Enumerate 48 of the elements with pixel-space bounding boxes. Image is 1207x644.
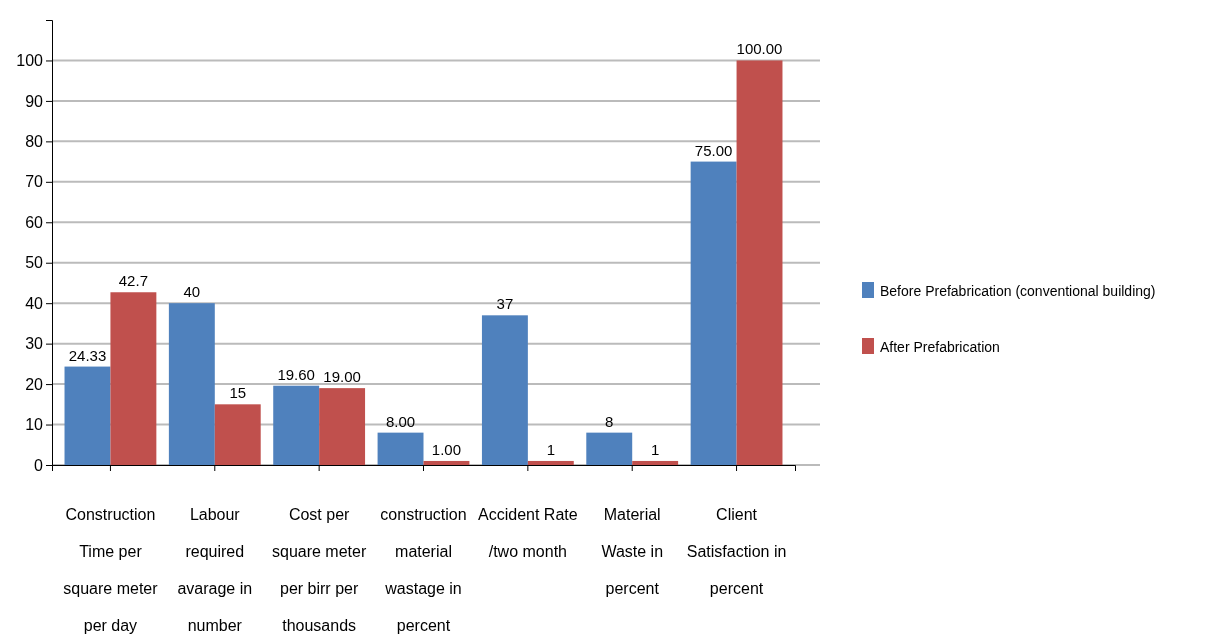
bar (736, 60, 783, 465)
data-label: 42.7 (118, 272, 148, 290)
category-label: Client Satisfaction in percent (686, 506, 787, 597)
category-label: Construction Time per square meter per day (63, 506, 158, 634)
data-label: 100.00 (736, 40, 783, 58)
data-label: 8.00 (385, 412, 416, 430)
category-label: Labour required avarage in number (177, 506, 253, 634)
data-label: 19.60 (277, 365, 315, 383)
category-label: Accident Rate /two month (478, 506, 578, 560)
data-label: 75.00 (694, 141, 733, 159)
y-tick-label: 40 (25, 294, 44, 312)
category-label: construction material wastage in percent (380, 506, 467, 634)
y-tick-label: 10 (25, 416, 44, 434)
bar (481, 315, 528, 465)
bar (319, 388, 366, 465)
data-label: 15 (229, 384, 247, 402)
y-tick-label: 20 (25, 375, 44, 393)
bar (377, 432, 424, 465)
bar (168, 303, 215, 465)
bar (64, 366, 111, 465)
y-tick-label: 50 (25, 254, 44, 272)
data-label: 1.00 (431, 440, 462, 458)
y-tick-label: 80 (25, 132, 44, 150)
y-tick-label: 60 (25, 213, 44, 231)
bar (423, 460, 470, 465)
bar (527, 460, 574, 465)
data-label: 40 (183, 283, 201, 301)
data-label: 19.00 (323, 368, 361, 386)
bar (214, 404, 261, 465)
y-tick-label: 0 (34, 456, 44, 474)
bar (632, 460, 679, 465)
category-label: Material Waste in percent (601, 506, 664, 597)
data-label: 8 (605, 412, 614, 430)
data-label: 1 (650, 440, 660, 458)
data-label: 1 (546, 440, 555, 458)
y-tick-label: 70 (25, 173, 44, 191)
y-tick-label: 100 (16, 52, 44, 70)
bar (690, 161, 737, 465)
y-tick-label: 30 (25, 335, 44, 353)
bar (273, 385, 320, 465)
bar (110, 292, 157, 465)
data-label: 24.33 (68, 346, 107, 364)
category-label: Cost per square meter per birr per thousands (272, 506, 367, 634)
bar (586, 432, 633, 465)
legend-label: Before Prefabrication (conventional building) (880, 283, 1156, 299)
data-label: 37 (496, 295, 514, 313)
legend-label: After Prefabrication (880, 339, 1000, 355)
y-tick-label: 90 (25, 92, 44, 110)
